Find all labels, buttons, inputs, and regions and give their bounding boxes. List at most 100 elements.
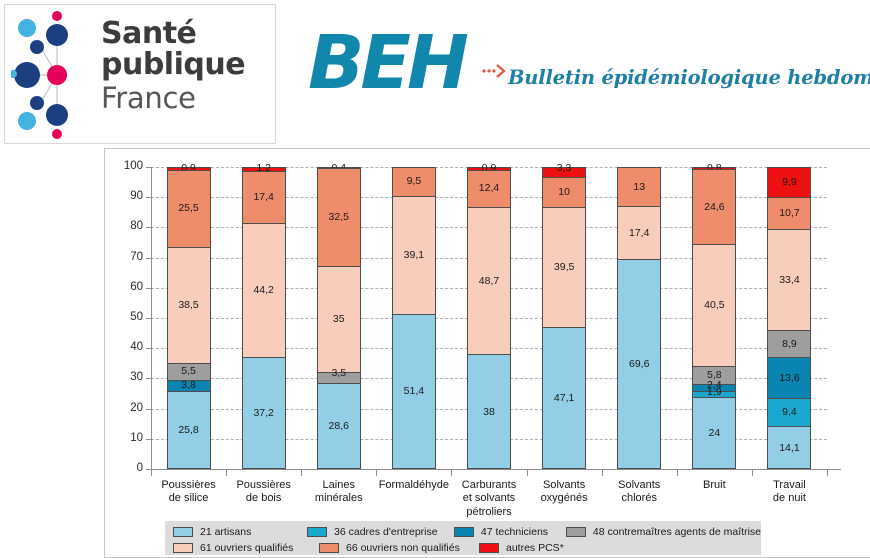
bar-segment: 37,2	[241, 356, 286, 469]
legend-label: 66 ouvriers non qualifiés	[346, 542, 460, 554]
y-axis-tick-label: 20	[130, 401, 143, 414]
bar-segment: 8,9	[767, 330, 812, 357]
legend-row-bottom: 61 ouvriers qualifiés 66 ouvriers non qua…	[173, 541, 761, 555]
bar-segment: 32,5	[316, 168, 361, 267]
bar-segment: 24	[692, 396, 737, 469]
sante-publique-france-logo: Santé publique France	[4, 4, 276, 144]
bar-segment-value: 9,5	[406, 175, 422, 188]
stacked-bar: 3,3 10 39,5 47,1	[542, 162, 587, 469]
legend-swatch	[173, 527, 193, 537]
legend-swatch	[565, 527, 586, 537]
bar-segment: 14,1	[767, 426, 812, 469]
legend-item: 66 ouvriers non qualifiés	[319, 542, 479, 554]
y-axis-tick-label: 40	[130, 341, 143, 354]
legend-label: 61 ouvriers qualifiés	[200, 542, 294, 554]
beh-masthead: BEH Bulletin épidémiologique hebdomadair…	[300, 24, 870, 120]
stacked-bar: 0,9 12,4 48,7 38	[467, 162, 511, 469]
legend-swatch	[173, 543, 193, 553]
bar-segment: 25,8	[166, 391, 211, 469]
legend-swatch	[453, 527, 474, 537]
x-axis-category-label: Poussières de bois	[236, 479, 291, 505]
page-header: Santé publique France BEH Bulletin épidé…	[0, 0, 870, 148]
legend-label: autres PCS*	[506, 542, 564, 554]
y-axis-tick	[146, 257, 152, 259]
bar-segment-value: 5,8	[707, 368, 722, 381]
bar-segment: 35	[316, 266, 361, 373]
y-axis-tick-label: 50	[130, 311, 143, 323]
arrow-dots-icon	[482, 64, 506, 78]
bar-segment: 13,6	[767, 356, 812, 399]
spf-line-publique: publique	[101, 46, 246, 82]
y-axis-tick	[146, 287, 152, 289]
bar-segment: 17,4	[241, 170, 286, 224]
legend-label: 36 cadres d'entreprise	[334, 526, 438, 538]
x-axis-tick	[226, 469, 228, 476]
bar-segment-value: 39,5	[553, 261, 575, 274]
x-axis-category-label: Solvants chlorés	[618, 479, 661, 505]
stacked-bar: 0,9 25,5 38,5 5,5 3,8 25,8	[166, 162, 211, 469]
y-axis-tick-label: 70	[130, 250, 143, 263]
bar-segment: 33,4	[767, 229, 812, 331]
legend-item: 36 cadres d'entreprise	[307, 526, 454, 538]
y-axis-tick-label: 80	[130, 220, 143, 233]
bar-segment-value: 17,4	[253, 190, 274, 203]
bar-segment-value: 40,5	[704, 298, 725, 311]
y-axis-tick-label: 0	[136, 462, 143, 474]
bar-segment-value: 10,7	[779, 207, 800, 220]
bar-segment-value: 17,4	[629, 226, 650, 239]
bar-segment-value: 8,9	[782, 337, 797, 350]
y-axis-tick-label: 10	[130, 431, 143, 444]
bar-segment: 9,9	[767, 167, 812, 197]
bar-segment: 39,5	[542, 207, 587, 327]
stacked-bar: 1,2 17,4 44,2 37,2	[241, 162, 286, 469]
legend-item: 61 ouvriers qualifiés	[173, 542, 319, 554]
bar-segment: 9,5	[391, 167, 436, 196]
bar-segment: 12,4	[467, 169, 511, 208]
bar-segment-value: 35	[332, 313, 345, 326]
stacked-bar: 0,8 24,6 40,5 5,8 2,4 1,9 24	[692, 162, 737, 469]
chart-legend: 21 artisans 36 cadres d'entreprise 47 tech…	[165, 521, 761, 555]
bar-segment-value: 28,6	[328, 419, 349, 432]
y-axis-tick	[146, 318, 152, 319]
legend-row-top: 21 artisans 36 cadres d'entreprise 47 tech…	[173, 525, 761, 539]
bar-segment-value: 25,8	[178, 424, 199, 437]
y-axis-tick-label: 30	[130, 371, 143, 384]
bar-segment: 5,5	[166, 363, 211, 380]
y-axis-tick	[146, 438, 152, 440]
bar-segment-value: 32,5	[328, 211, 349, 224]
bar-segment-value: 10	[558, 186, 570, 199]
stacked-bar: 13 17,4 69,6	[617, 167, 662, 469]
legend-item: 48 contremaîtres agents de maîtrise	[565, 526, 761, 538]
bar-segment: 25,5	[166, 169, 211, 247]
y-axis-tick	[146, 167, 152, 168]
y-axis-tick	[146, 469, 152, 470]
bar-segment: 3,3	[542, 162, 587, 178]
x-axis-tick	[151, 469, 152, 476]
bar-segment: 39,1	[391, 195, 436, 314]
legend-label: 21 artisans	[200, 526, 252, 538]
spf-wordmark: Santé publique France	[101, 16, 277, 114]
bar-segment-value: 33,4	[779, 273, 800, 286]
bar-segment-value: 39,1	[403, 248, 425, 261]
x-axis-category-label: Carburants et solvants pétroliers	[461, 479, 517, 518]
legend-label: 48 contremaîtres agents de maîtrise	[592, 526, 761, 538]
bar-segment-value: 14,1	[779, 441, 800, 454]
x-axis-category-label: Formaldéhyde	[378, 479, 450, 491]
legend-swatch	[479, 543, 499, 553]
beh-tagline: Bulletin épidémiologique hebdomadaire	[508, 66, 870, 89]
x-axis-tick	[301, 469, 303, 476]
legend-item: 21 artisans	[173, 526, 307, 538]
bar-segment: 28,6	[316, 382, 361, 469]
x-axis-category-label: Solvants oxygénés	[540, 479, 588, 505]
bar-segment: 10,7	[767, 196, 812, 230]
bar-segment: 10	[542, 177, 587, 208]
bar-segment-value: 37,2	[253, 406, 274, 419]
y-axis-tick	[146, 378, 152, 380]
bar-segment-value: 44,2	[253, 283, 274, 296]
spf-line-sante: Santé	[101, 16, 197, 51]
bar-segment-value: 51,4	[403, 385, 425, 398]
bar-segment-value: 48,7	[478, 274, 500, 287]
bar-segment-value: 12,4	[478, 182, 500, 195]
